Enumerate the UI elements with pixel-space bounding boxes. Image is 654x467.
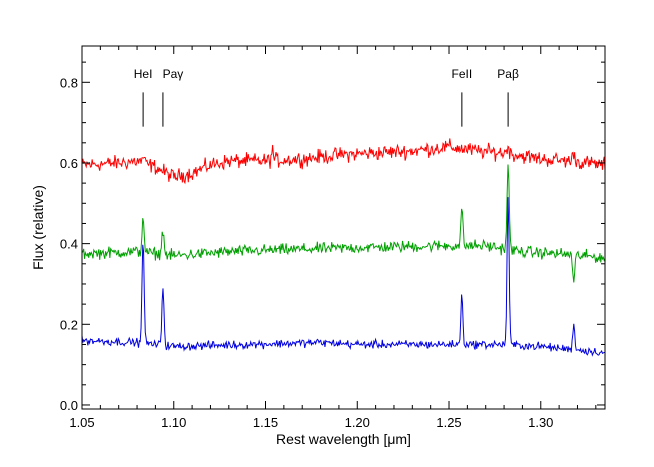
x-tick-label-5: 1.30 (528, 415, 553, 430)
spectrum-series-0 (81, 138, 606, 185)
x-tick-label-4: 1.25 (436, 415, 461, 430)
x-tick-label-2: 1.15 (253, 415, 278, 430)
line-marker-label-3: Paβ (497, 67, 519, 81)
line-marker-label-1: Paγ (163, 67, 184, 81)
y-tick-label-4: 0.8 (60, 75, 78, 90)
plot-frame (81, 45, 606, 410)
x-tick-label-0: 1.05 (69, 415, 94, 430)
y-tick-label-1: 0.2 (60, 317, 78, 332)
series-layer (81, 138, 606, 357)
y-axis-label: Flux (relative) (30, 185, 46, 270)
y-tick-label-2: 0.4 (60, 237, 78, 252)
x-axis-label: Rest wavelength [μm] (276, 431, 411, 447)
spectrum-series-1 (81, 164, 606, 283)
y-tick-label-3: 0.6 (60, 156, 78, 171)
x-tick-label-1: 1.10 (161, 415, 186, 430)
line-marker-label-0: HeI (134, 67, 153, 81)
x-tick-label-3: 1.20 (345, 415, 370, 430)
spectrum-series-2 (81, 197, 605, 357)
y-tick-label-0: 0.0 (60, 398, 78, 413)
line-marker-layer: HeI Paγ FeII Paβ (134, 67, 519, 127)
tick-layer: 1.05 1.10 1.15 1.20 1.25 1.30 0.0 0.2 0.4 0.6 0.8 (60, 46, 605, 430)
line-marker-label-2: FeII (452, 67, 473, 81)
